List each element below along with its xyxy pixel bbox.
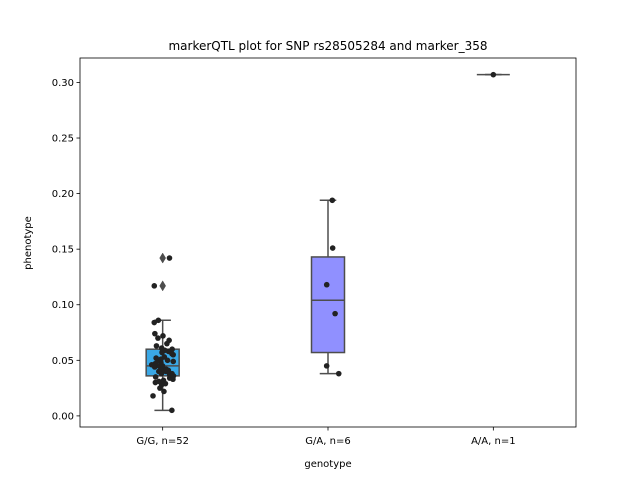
x-axis-label: genotype xyxy=(304,459,351,470)
data-point xyxy=(150,393,156,399)
data-point xyxy=(323,363,330,369)
data-point xyxy=(153,343,160,349)
x-tick-label: A/A, n=1 xyxy=(471,436,516,447)
data-point xyxy=(166,255,173,261)
data-point xyxy=(490,71,497,78)
data-point xyxy=(169,346,175,352)
outlier-marker xyxy=(159,280,166,292)
data-point xyxy=(152,374,159,380)
y-tick-label: 0.20 xyxy=(52,189,74,200)
data-point xyxy=(158,345,165,351)
data-point xyxy=(332,310,338,317)
x-axis: G/G, n=52 G/A, n=6 A/A, n=1 xyxy=(136,427,516,447)
y-axis: 0.00 0.05 0.10 0.15 0.20 0.25 0.30 xyxy=(52,78,80,422)
data-point xyxy=(153,355,159,361)
chart-title: markerQTL plot for SNP rs28505284 and ma… xyxy=(168,39,487,53)
y-tick-label: 0.30 xyxy=(52,78,74,89)
data-point xyxy=(169,407,175,414)
data-point xyxy=(169,370,175,377)
box-2 xyxy=(310,199,346,375)
data-point xyxy=(329,197,336,204)
x-tick-label: G/A, n=6 xyxy=(305,436,350,447)
data-point xyxy=(151,283,158,289)
data-point xyxy=(163,366,169,373)
data-point xyxy=(161,388,167,395)
data-point xyxy=(151,319,158,326)
data-point xyxy=(160,333,166,339)
data-point xyxy=(152,330,158,337)
data-point xyxy=(156,378,162,385)
data-point xyxy=(323,281,330,288)
x-tick-label: G/G, n=52 xyxy=(136,436,189,447)
data-point xyxy=(335,370,342,377)
data-point xyxy=(329,245,336,251)
y-tick-label: 0.25 xyxy=(52,134,74,145)
data-point xyxy=(160,377,167,384)
iqr-box xyxy=(310,256,346,354)
y-axis-label: phenotype xyxy=(23,216,34,270)
y-tick-label: 0.00 xyxy=(52,411,74,422)
data-point xyxy=(155,317,162,324)
data-point xyxy=(155,335,161,341)
y-tick-label: 0.15 xyxy=(52,245,74,256)
data-point xyxy=(170,358,177,365)
points-layer xyxy=(148,71,497,414)
outlier-marker xyxy=(159,252,166,264)
data-point xyxy=(161,354,168,360)
y-tick-label: 0.05 xyxy=(52,356,74,367)
y-tick-label: 0.10 xyxy=(52,300,74,311)
data-point xyxy=(166,337,172,344)
